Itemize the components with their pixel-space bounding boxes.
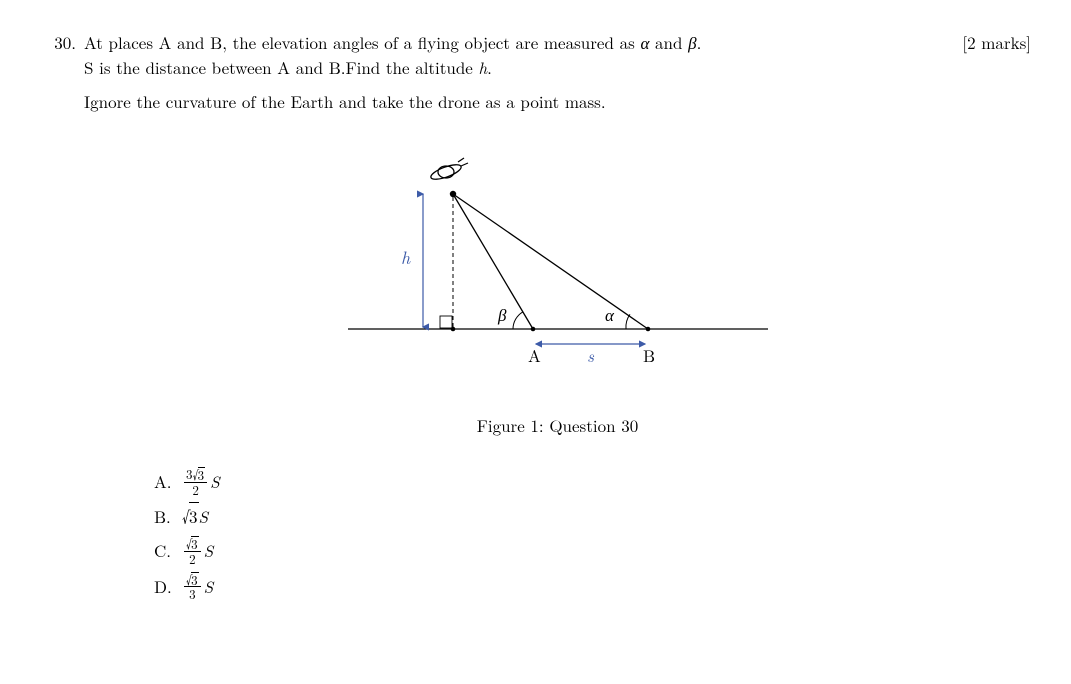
line-apex-a <box>453 194 533 329</box>
q-period: . <box>697 30 702 54</box>
figure-caption: Figure 1: Question 30 <box>84 413 1031 437</box>
option-c-den: 2 <box>187 552 198 566</box>
figure-svg: h β α A s B <box>338 154 778 384</box>
option-a-frac: 3√3 2 <box>184 467 207 496</box>
option-d: D. √3 3 S <box>154 572 1031 601</box>
label-s: s <box>587 343 595 367</box>
option-a: A. 3√3 2 S <box>154 467 1031 496</box>
question-note: Ignore the curvature of the Earth and ta… <box>84 89 1031 114</box>
question-number: 30. <box>40 30 84 54</box>
h-var: h <box>478 55 487 79</box>
point-b <box>645 327 650 332</box>
option-b-label: B. <box>154 503 182 530</box>
question-text: [2 marks] At places A and B, the elevati… <box>84 30 1031 79</box>
option-c-label: C. <box>154 537 182 564</box>
option-d-s: S <box>204 573 214 600</box>
options-list: A. 3√3 2 S B. √3S C. √3 2 S <box>154 467 1031 601</box>
option-b-s: S <box>199 503 209 530</box>
label-h: h <box>401 245 411 270</box>
label-b: B <box>643 343 655 367</box>
right-angle-marker <box>440 316 452 328</box>
q-line1-a: At places A and B, the elevation angles … <box>84 30 640 54</box>
q-line2: S is the distance between A and B.Find t… <box>84 55 478 79</box>
option-c-frac: √3 2 <box>184 536 201 565</box>
label-a: A <box>528 343 541 367</box>
option-b-root: 3 <box>189 502 199 530</box>
label-beta: β <box>497 302 507 326</box>
option-c-s: S <box>204 537 214 564</box>
beta-symbol: β <box>688 30 696 54</box>
option-d-den: 3 <box>187 587 198 601</box>
q-line2-end: . <box>487 55 492 79</box>
foot-point <box>450 327 455 332</box>
label-alpha: α <box>605 302 615 326</box>
option-d-label: D. <box>154 573 182 600</box>
question-body: [2 marks] At places A and B, the elevati… <box>84 30 1031 607</box>
option-d-frac: √3 3 <box>184 572 201 601</box>
option-a-label: A. <box>154 468 182 495</box>
marks: [2 marks] <box>962 30 1031 55</box>
option-a-s: S <box>210 468 220 495</box>
drone-icon <box>429 158 468 182</box>
option-b: B. √3S <box>154 502 1031 530</box>
figure-block: h β α A s B Figure 1: Question 30 <box>84 154 1031 437</box>
question-block: 30. [2 marks] At places A and B, the ele… <box>40 30 1031 607</box>
arc-beta <box>513 312 523 329</box>
q-and: and <box>649 30 688 54</box>
option-c: C. √3 2 S <box>154 536 1031 565</box>
point-a <box>530 327 535 332</box>
line-apex-b <box>453 194 648 329</box>
option-a-den: 2 <box>190 483 201 497</box>
